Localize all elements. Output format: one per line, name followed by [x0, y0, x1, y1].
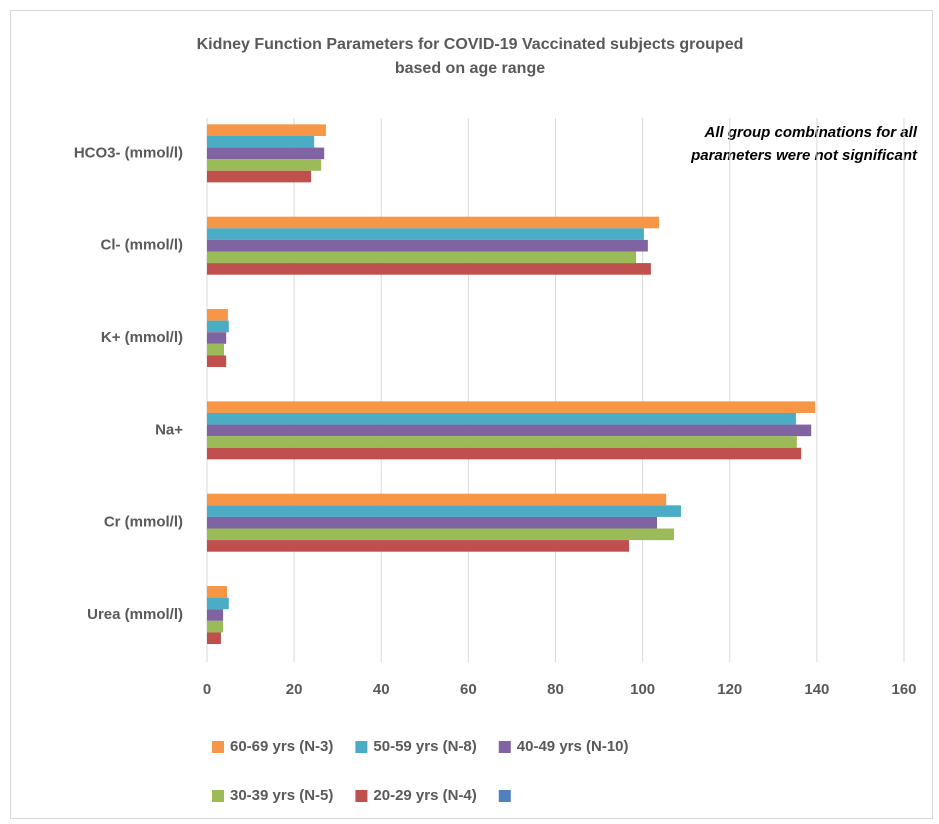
bar: [207, 355, 227, 368]
bar: [207, 332, 227, 344]
bar: [207, 528, 674, 541]
bar: [207, 263, 651, 275]
bar: [207, 239, 648, 252]
legend-label: 60-69 yrs (N-3): [230, 738, 333, 755]
x-tick-label: 0: [203, 681, 211, 698]
legend-marker: [355, 790, 368, 802]
bar: [207, 135, 315, 148]
legend-label: 40-49 yrs (N-10): [517, 738, 629, 755]
x-tick-label: 80: [547, 681, 564, 698]
bar: [207, 412, 796, 425]
bar: [207, 159, 322, 171]
x-tick-label: 140: [804, 681, 829, 698]
x-tick-label: 100: [630, 681, 655, 698]
legend-marker: [212, 790, 224, 802]
y-tick-label: HCO3- (mmol/l): [74, 144, 183, 161]
legend-marker: [498, 741, 511, 753]
bar: [207, 436, 797, 448]
bar: [207, 620, 224, 633]
x-tick-label: 20: [286, 681, 303, 698]
x-tick-label: 120: [717, 681, 742, 698]
bar: [207, 632, 221, 645]
bar: [207, 216, 660, 229]
legend-label: 20-29 yrs (N-4): [373, 787, 476, 804]
annotation: All group combinations for all: [703, 124, 917, 141]
legend-marker: [212, 741, 224, 753]
bar: [207, 124, 326, 136]
x-tick-label: 160: [891, 681, 916, 698]
bar: [207, 170, 312, 183]
bar: [207, 401, 816, 413]
bar: [207, 147, 325, 160]
x-tick-label: 40: [373, 681, 390, 698]
bar: [207, 540, 630, 552]
legend-marker: [498, 790, 511, 802]
y-tick-label: Na+: [155, 421, 183, 438]
bar: [207, 424, 812, 437]
y-tick-label: Cr (mmol/l): [104, 514, 183, 531]
bar: [207, 597, 229, 610]
legend-marker: [355, 741, 368, 753]
legend-label: 50-59 yrs (N-8): [373, 738, 476, 755]
bar: [207, 251, 637, 264]
bar: [207, 609, 224, 621]
chart-title: Kidney Function Parameters for COVID-19 …: [197, 36, 744, 53]
bar: [207, 493, 667, 506]
bar: [207, 343, 224, 356]
bar: [207, 320, 229, 333]
y-tick-label: Cl- (mmol/l): [101, 237, 184, 254]
bar: [207, 228, 644, 240]
bar: [207, 447, 802, 460]
chart-title: based on age range: [395, 60, 545, 77]
annotation: parameters were not significant: [690, 147, 918, 164]
y-tick-label: Urea (mmol/l): [87, 606, 183, 623]
bar: [207, 516, 658, 529]
legend-label: 30-39 yrs (N-5): [230, 787, 333, 804]
bar: [207, 586, 228, 598]
y-tick-label: K+ (mmol/l): [101, 329, 183, 346]
bar: [207, 309, 228, 321]
x-tick-label: 60: [460, 681, 477, 698]
bar: [207, 505, 681, 517]
